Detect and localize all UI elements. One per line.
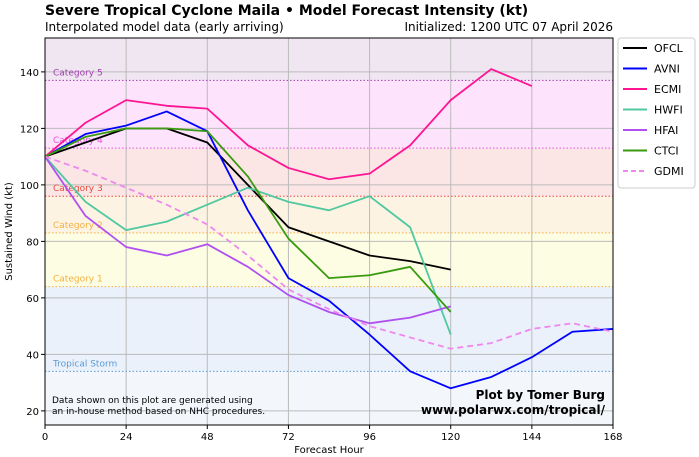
y-tick-label: 40	[26, 350, 39, 361]
credit-text: Plot by Tomer Burg	[476, 388, 605, 402]
category-label: Tropical Storm	[52, 359, 117, 369]
series-line-hfai	[44, 156, 451, 325]
legend-label: AVNI	[654, 63, 680, 76]
category-label: Category 2	[53, 221, 103, 231]
x-tick-label: 96	[363, 432, 376, 443]
series-line-gdmi	[44, 155, 614, 350]
band-category-4	[45, 80, 613, 149]
series-line-ecmi	[44, 68, 533, 181]
y-tick-label: 20	[26, 407, 39, 418]
y-axis-label: Sustained Wind (kt)	[4, 182, 15, 281]
band-below-ts	[45, 371, 613, 425]
legend-label: HWFI	[654, 104, 683, 117]
y-tick-label: 120	[20, 124, 39, 135]
chart-title: Severe Tropical Cyclone Maila • Model Fo…	[45, 3, 529, 19]
series-line-ctci	[44, 127, 452, 313]
chart-subtitle: Interpolated model data (early arriving)	[45, 20, 284, 34]
note-text: an in-house method based on NHC procedur…	[52, 407, 265, 417]
legend-label: ECMI	[654, 83, 681, 96]
credit-text: www.polarwx.com/tropical/	[421, 403, 606, 417]
category-label: Category 3	[53, 184, 103, 194]
legend-label: GDMI	[654, 165, 684, 178]
y-tick-label: 80	[26, 237, 39, 248]
x-tick-label: 24	[120, 432, 133, 443]
series-line-ofcl	[44, 127, 451, 271]
category-label: Category 5	[53, 68, 103, 78]
category-label: Category 1	[53, 275, 103, 285]
series-line-hwfi	[44, 156, 452, 335]
x-tick-label: 120	[441, 432, 460, 443]
legend-label: HFAI	[654, 124, 678, 137]
band-category-5	[45, 38, 613, 81]
legend-label: OFCL	[654, 42, 684, 55]
y-tick-label: 60	[26, 294, 39, 305]
x-tick-label: 72	[282, 432, 295, 443]
y-tick-label: 140	[20, 68, 39, 79]
note-text: Data shown on this plot are generated us…	[52, 396, 253, 406]
x-tick-label: 0	[42, 432, 48, 443]
plot-frame	[44, 37, 614, 426]
band-category-2	[45, 196, 613, 233]
legend-label: CTCI	[654, 145, 679, 158]
initialized-time: Initialized: 1200 UTC 07 April 2026	[404, 20, 613, 34]
band-category-3	[45, 148, 613, 197]
series-line-avni	[44, 110, 614, 390]
x-tick-label: 144	[522, 432, 541, 443]
y-tick-label: 100	[20, 181, 39, 192]
x-tick-label: 168	[603, 432, 622, 443]
x-axis-label: Forecast Hour	[294, 445, 364, 456]
x-tick-label: 48	[201, 432, 214, 443]
